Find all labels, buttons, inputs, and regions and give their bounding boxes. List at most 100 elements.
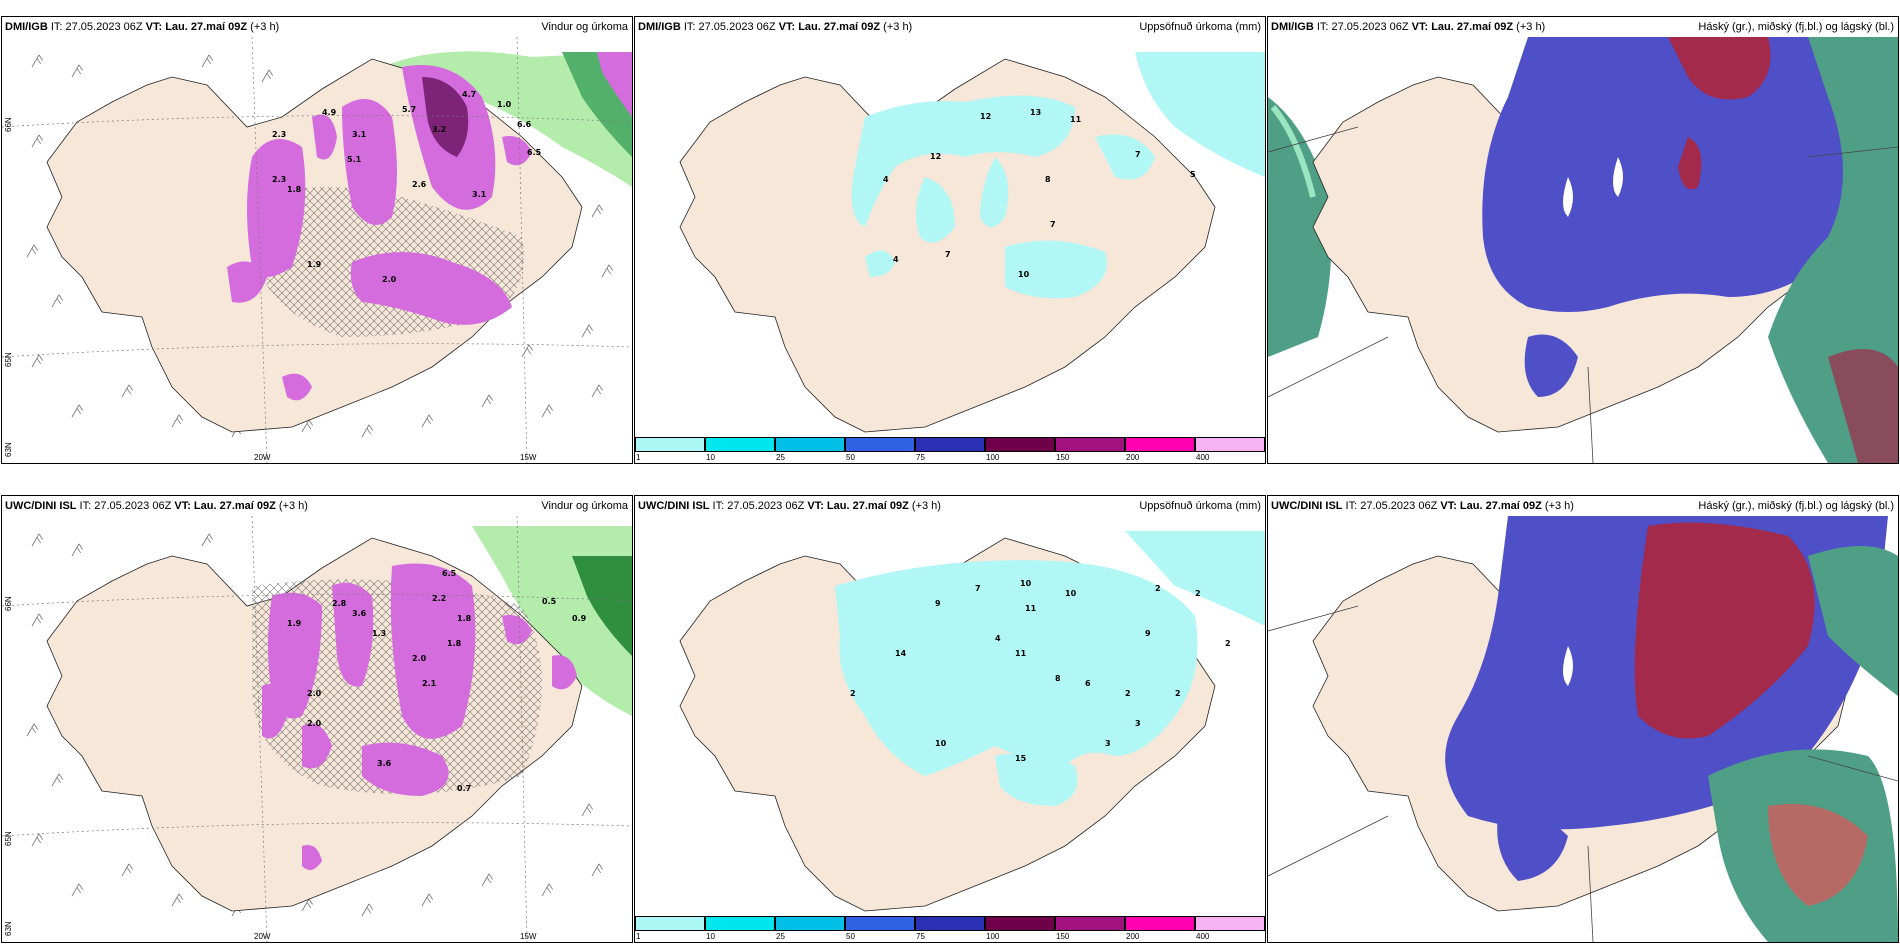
cloud-cover-map [1268, 37, 1898, 463]
value-label: 1.8 [457, 614, 472, 623]
cloud-cover-map [1268, 516, 1898, 942]
colorbar-swatch [985, 916, 1055, 931]
value-label: 10 [1018, 270, 1030, 279]
colorbar-swatch [845, 437, 915, 452]
precip-value-labels: 10 10 9 7 11 14 8 4 2 2 2 10 15 11 2 3 6… [850, 579, 1231, 763]
value-label: 6.5 [527, 148, 542, 157]
panel-title: Háský (gr.), miðský (fj.bl.) og lágský (… [1698, 21, 1894, 33]
value-label: 2.1 [422, 679, 437, 688]
precip-areas [835, 560, 1198, 806]
value-label: 6.5 [442, 569, 457, 578]
panel-header: DMI/IGB IT: 27.05.2023 06Z VT: Lau. 27.m… [1268, 17, 1898, 37]
panel-title: Háský (gr.), miðský (fj.bl.) og lágský (… [1698, 500, 1894, 512]
value-label: 11 [1015, 649, 1027, 658]
value-label: 2 [1225, 639, 1231, 648]
valid-time: VT: Lau. 27.maí 09Z [145, 21, 248, 33]
value-label: 4 [995, 634, 1001, 643]
value-label: 2 [1155, 584, 1161, 593]
value-label: 2.3 [272, 130, 286, 139]
valid-time: VT: Lau. 27.maí 09Z [1440, 500, 1542, 512]
colorbar-swatch [705, 437, 775, 452]
value-label: 7 [1050, 220, 1056, 229]
colorbar-tick: 50 [846, 453, 855, 462]
colorbar-swatch [1055, 437, 1125, 452]
init-time: IT: 27.05.2023 06Z [76, 500, 175, 512]
precip-value-labels: 2.3 3.2 3.1 4.9 5.1 2.3 3.1 2.6 1.8 1.9 … [272, 90, 542, 284]
colorbar-swatch [635, 916, 705, 931]
map-canvas: 12 13 11 4 12 8 7 7 5 4 7 10 [635, 37, 1265, 435]
value-label: 6 [1085, 679, 1091, 688]
value-label: 1.8 [447, 639, 462, 648]
colorbar-swatch [635, 437, 705, 452]
colorbar-swatch [1195, 437, 1265, 452]
value-label: 7 [945, 250, 951, 259]
map-canvas: 2.3 3.2 3.1 4.9 5.1 2.3 3.1 2.6 1.8 1.9 … [2, 37, 632, 463]
lead-time: (+3 h) [1513, 21, 1546, 33]
value-label: 2.2 [432, 594, 446, 603]
precip-areas [227, 65, 532, 401]
lead-time: (+3 h) [880, 21, 913, 33]
value-label: 2.3 [272, 175, 286, 184]
precip-value-labels: 3.6 6.5 2.2 1.8 2.0 3.6 2.0 0.7 2.0 0.5 … [287, 569, 587, 793]
map-canvas: 10 10 9 7 11 14 8 4 2 2 2 10 15 11 2 3 6… [635, 516, 1265, 914]
panel-wind-precip-uwc: UWC/DINI ISL IT: 27.05.2023 06Z VT: Lau.… [1, 495, 633, 943]
panel-header: UWC/DINI ISL IT: 27.05.2023 06Z VT: Lau.… [1268, 496, 1898, 516]
value-label: 13 [1030, 108, 1041, 117]
value-label: 3 [1105, 739, 1111, 748]
value-label: 2.6 [412, 180, 427, 189]
value-label: 10 [1020, 579, 1032, 588]
value-label: 2.0 [307, 689, 322, 698]
model-name: DMI/IGB [638, 21, 681, 33]
value-label: 1.9 [307, 260, 322, 269]
colorbar-tick: 10 [706, 453, 715, 462]
value-label: 1.9 [287, 619, 302, 628]
value-label: 4.9 [322, 108, 337, 117]
lat-label: 63N [4, 921, 13, 936]
lon-label: 20W [254, 932, 271, 941]
colorbar-tick: 200 [1126, 453, 1140, 462]
value-label: 5.7 [402, 105, 416, 114]
colorbar-swatch [1055, 916, 1125, 931]
value-label: 10 [1065, 589, 1077, 598]
valid-time: VT: Lau. 27.maí 09Z [807, 500, 909, 512]
colorbar-swatch [1195, 916, 1265, 931]
value-label: 3.1 [472, 190, 487, 199]
map-canvas [1268, 37, 1898, 463]
value-label: 3.6 [352, 609, 367, 618]
precip-value-labels: 12 13 11 4 12 8 7 7 5 4 7 10 [883, 108, 1196, 279]
colorbar-swatch [705, 916, 775, 931]
valid-time: VT: Lau. 27.maí 09Z [1411, 21, 1514, 33]
colorbar-swatch [775, 916, 845, 931]
value-label: 3.1 [352, 130, 367, 139]
wind-precip-map: 3.6 6.5 2.2 1.8 2.0 3.6 2.0 0.7 2.0 0.5 … [2, 516, 632, 942]
valid-time: VT: Lau. 27.maí 09Z [778, 21, 881, 33]
lat-label: 65N [4, 831, 13, 846]
model-name: UWC/DINI ISL [638, 500, 710, 512]
value-label: 2 [850, 689, 856, 698]
panel-accum-precip-uwc: UWC/DINI ISL IT: 27.05.2023 06Z VT: Lau.… [634, 495, 1266, 943]
lat-label: 65N [4, 352, 13, 367]
colorbar: 1 10 25 50 75 100 150 200 400 [635, 435, 1265, 463]
colorbar: 1 10 25 50 75 100 150 200 400 [635, 914, 1265, 942]
value-label: 7 [1135, 150, 1141, 159]
cloud-areas [1445, 516, 1898, 942]
lead-time: (+3 h) [908, 500, 941, 512]
value-label: 2.0 [307, 719, 322, 728]
value-label: 12 [980, 112, 991, 121]
panel-clouds-dmi: DMI/IGB IT: 27.05.2023 06Z VT: Lau. 27.m… [1267, 16, 1899, 464]
model-name: DMI/IGB [1271, 21, 1314, 33]
value-label: 2.0 [382, 275, 397, 284]
init-time: IT: 27.05.2023 06Z [1313, 21, 1412, 33]
value-label: 4.7 [462, 90, 476, 99]
value-label: 7 [975, 584, 981, 593]
value-label: 8 [1055, 674, 1061, 683]
colorbar-swatch [985, 437, 1055, 452]
map-canvas [1268, 516, 1898, 942]
cloud-areas [1482, 37, 1898, 463]
colorbar-swatch [1125, 437, 1195, 452]
model-name: UWC/DINI ISL [5, 500, 77, 512]
value-label: 2 [1195, 589, 1201, 598]
panel-clouds-uwc: UWC/DINI ISL IT: 27.05.2023 06Z VT: Lau.… [1267, 495, 1899, 943]
colorbar-swatch [915, 916, 985, 931]
value-label: 11 [1025, 604, 1037, 613]
